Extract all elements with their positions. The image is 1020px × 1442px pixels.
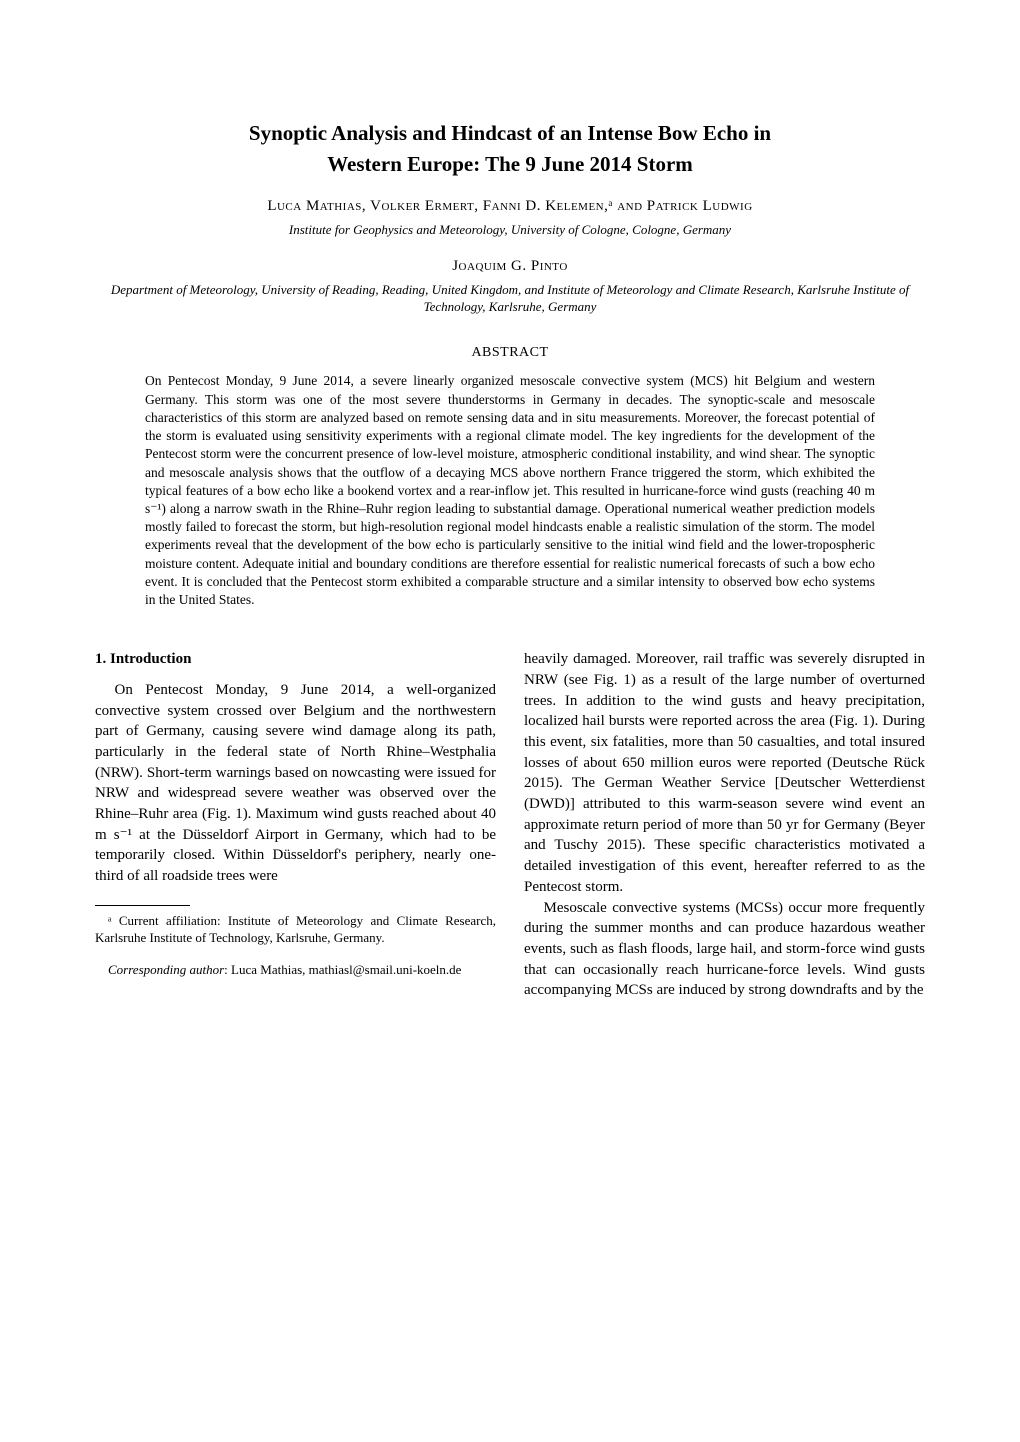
section-1-heading: 1. Introduction (95, 649, 496, 670)
paper-title-line2: Western Europe: The 9 June 2014 Storm (95, 151, 925, 178)
authors-group-1: Luca Mathias, Volker Ermert, Fanni D. Ke… (95, 197, 925, 217)
right-column: heavily damaged. Moreover, rail traffic … (524, 649, 925, 1001)
affiliation-2: Department of Meteorology, University of… (95, 282, 925, 316)
two-column-layout: 1. Introduction On Pentecost Monday, 9 J… (95, 649, 925, 1001)
left-column: 1. Introduction On Pentecost Monday, 9 J… (95, 649, 496, 1001)
intro-paragraph-1: On Pentecost Monday, 9 June 2014, a well… (95, 680, 496, 887)
corresponding-author: Corresponding author: Luca Mathias, math… (95, 961, 496, 979)
abstract-body: On Pentecost Monday, 9 June 2014, a seve… (145, 372, 875, 609)
abstract-heading: ABSTRACT (95, 344, 925, 362)
footnote-a: ᵃ Current affiliation: Institute of Mete… (95, 912, 496, 947)
intro-paragraph-1-cont: heavily damaged. Moreover, rail traffic … (524, 649, 925, 897)
intro-paragraph-2: Mesoscale convective systems (MCSs) occu… (524, 898, 925, 1001)
corresponding-author-text: : Luca Mathias, mathiasl@smail.uni-koeln… (224, 962, 461, 977)
authors-group-2: Joaquim G. Pinto (95, 257, 925, 277)
paper-title-line1: Synoptic Analysis and Hindcast of an Int… (95, 120, 925, 147)
corresponding-author-label: Corresponding author (108, 962, 224, 977)
affiliation-1: Institute for Geophysics and Meteorology… (95, 222, 925, 239)
footnote-separator (95, 905, 190, 906)
